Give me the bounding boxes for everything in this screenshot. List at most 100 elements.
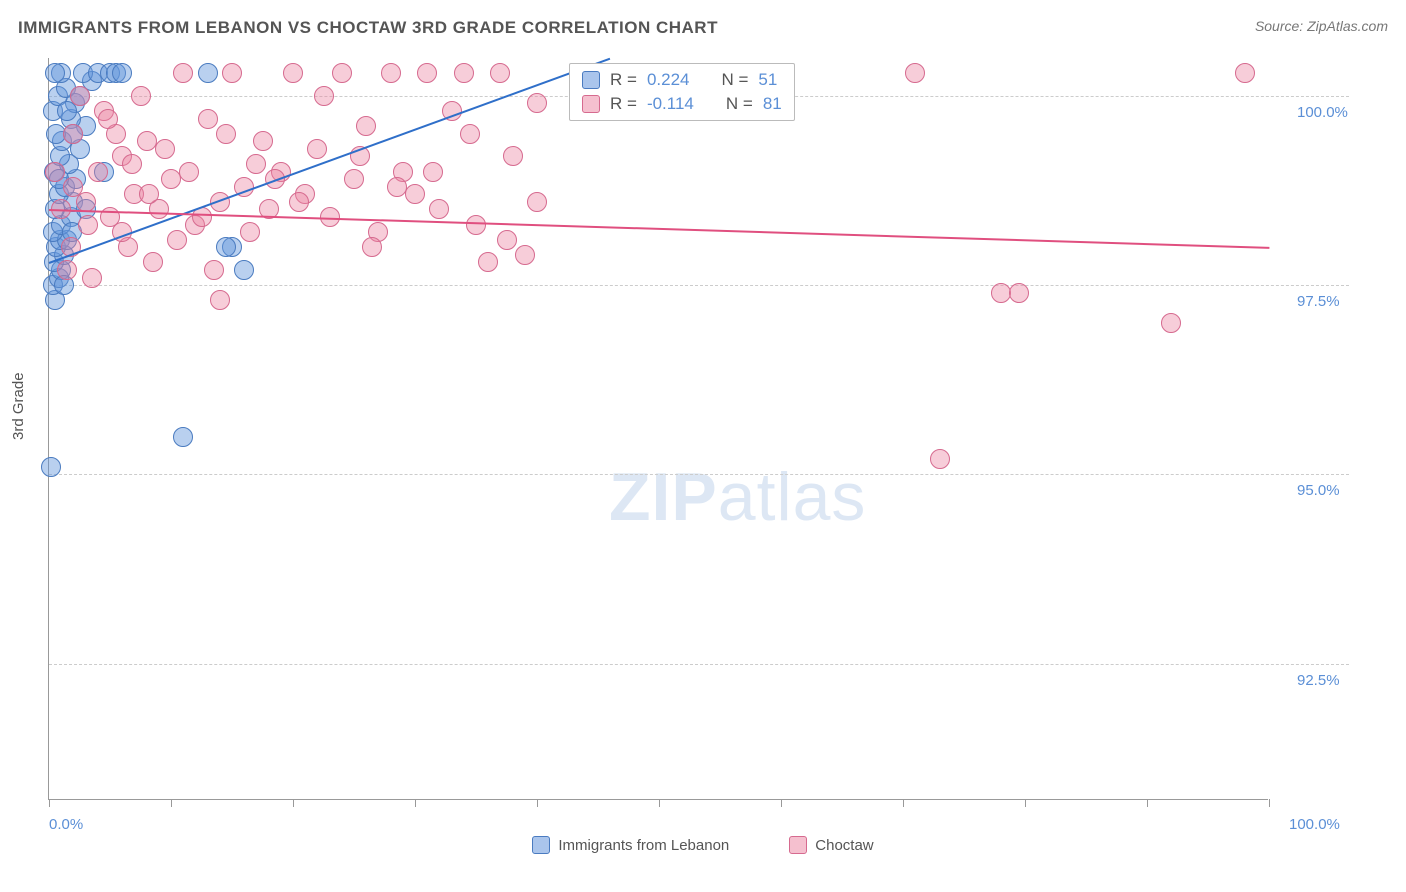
stats-r-value: -0.114 xyxy=(647,94,694,114)
data-point xyxy=(131,86,151,106)
data-point xyxy=(82,268,102,288)
data-point xyxy=(1161,313,1181,333)
data-point xyxy=(417,63,437,83)
data-point xyxy=(57,260,77,280)
data-point xyxy=(1235,63,1255,83)
data-point xyxy=(45,162,65,182)
data-point xyxy=(76,192,96,212)
data-point xyxy=(497,230,517,250)
data-point xyxy=(930,449,950,469)
data-point xyxy=(98,109,118,129)
data-point xyxy=(63,124,83,144)
data-point xyxy=(198,63,218,83)
chart-title: IMMIGRANTS FROM LEBANON VS CHOCTAW 3RD G… xyxy=(18,18,718,38)
data-point xyxy=(155,139,175,159)
data-point xyxy=(387,177,407,197)
data-point xyxy=(905,63,925,83)
watermark: ZIPatlas xyxy=(609,458,866,536)
data-point xyxy=(527,192,547,212)
x-tick xyxy=(1025,799,1026,807)
x-tick xyxy=(659,799,660,807)
stats-r-label: R = xyxy=(610,94,637,114)
data-point xyxy=(161,169,181,189)
data-point xyxy=(344,169,364,189)
data-point xyxy=(362,237,382,257)
data-point xyxy=(179,162,199,182)
watermark-light: atlas xyxy=(718,459,867,535)
x-axis-label-left: 0.0% xyxy=(49,816,83,833)
legend-label: Immigrants from Lebanon xyxy=(558,837,729,854)
data-point xyxy=(112,63,132,83)
data-point xyxy=(246,154,266,174)
data-point xyxy=(45,63,65,83)
data-point xyxy=(356,116,376,136)
data-point xyxy=(466,215,486,235)
y-axis-title: 3rd Grade xyxy=(10,372,27,440)
data-point xyxy=(173,63,193,83)
data-point xyxy=(210,290,230,310)
x-tick xyxy=(49,799,50,807)
data-point xyxy=(88,162,108,182)
data-point xyxy=(478,252,498,272)
gridline xyxy=(49,474,1349,475)
stats-n-label: N = xyxy=(721,70,748,90)
x-tick xyxy=(1269,799,1270,807)
data-point xyxy=(381,63,401,83)
data-point xyxy=(289,192,309,212)
stats-r-label: R = xyxy=(610,70,637,90)
y-tick-label: 100.0% xyxy=(1297,104,1348,121)
data-point xyxy=(240,222,260,242)
y-tick-label: 92.5% xyxy=(1297,672,1340,689)
series-swatch-icon xyxy=(582,71,600,89)
data-point xyxy=(490,63,510,83)
data-point xyxy=(423,162,443,182)
x-tick xyxy=(415,799,416,807)
stats-box: R = 0.224N = 51R = -0.114N = 81 xyxy=(569,63,795,121)
data-point xyxy=(1009,283,1029,303)
stats-n-value: 81 xyxy=(763,94,782,114)
stats-row: R = -0.114 N = 81 xyxy=(582,92,782,116)
gridline xyxy=(49,664,1349,665)
data-point xyxy=(167,230,187,250)
series-swatch-icon xyxy=(582,95,600,113)
x-tick xyxy=(293,799,294,807)
data-point xyxy=(143,252,163,272)
legend: Immigrants from Lebanon Choctaw xyxy=(0,836,1406,854)
data-point xyxy=(78,215,98,235)
data-point xyxy=(137,131,157,151)
data-point xyxy=(216,124,236,144)
data-point xyxy=(429,199,449,219)
data-point xyxy=(41,457,61,477)
data-point xyxy=(204,260,224,280)
data-point xyxy=(253,131,273,151)
data-point xyxy=(283,63,303,83)
plot-area: ZIPatlas 92.5%95.0%97.5%100.0%0.0%100.0%… xyxy=(48,58,1268,800)
chart-container: IMMIGRANTS FROM LEBANON VS CHOCTAW 3RD G… xyxy=(0,0,1406,892)
data-point xyxy=(515,245,535,265)
data-point xyxy=(527,93,547,113)
stats-n-label: N = xyxy=(726,94,753,114)
data-point xyxy=(332,63,352,83)
x-tick xyxy=(781,799,782,807)
data-point xyxy=(314,86,334,106)
data-point xyxy=(454,63,474,83)
data-point xyxy=(222,63,242,83)
source-label: Source: ZipAtlas.com xyxy=(1255,18,1388,34)
data-point xyxy=(405,184,425,204)
data-point xyxy=(503,146,523,166)
legend-item-lebanon: Immigrants from Lebanon xyxy=(532,836,729,854)
gridline xyxy=(49,285,1349,286)
stats-r-value: 0.224 xyxy=(647,70,690,90)
stats-row: R = 0.224N = 51 xyxy=(582,68,782,92)
x-tick xyxy=(537,799,538,807)
legend-swatch-icon xyxy=(789,836,807,854)
legend-label: Choctaw xyxy=(815,837,873,854)
data-point xyxy=(307,139,327,159)
legend-swatch-icon xyxy=(532,836,550,854)
y-tick-label: 97.5% xyxy=(1297,293,1340,310)
data-point xyxy=(991,283,1011,303)
x-tick xyxy=(1147,799,1148,807)
y-tick-label: 95.0% xyxy=(1297,482,1340,499)
legend-item-choctaw: Choctaw xyxy=(789,836,873,854)
data-point xyxy=(139,184,159,204)
